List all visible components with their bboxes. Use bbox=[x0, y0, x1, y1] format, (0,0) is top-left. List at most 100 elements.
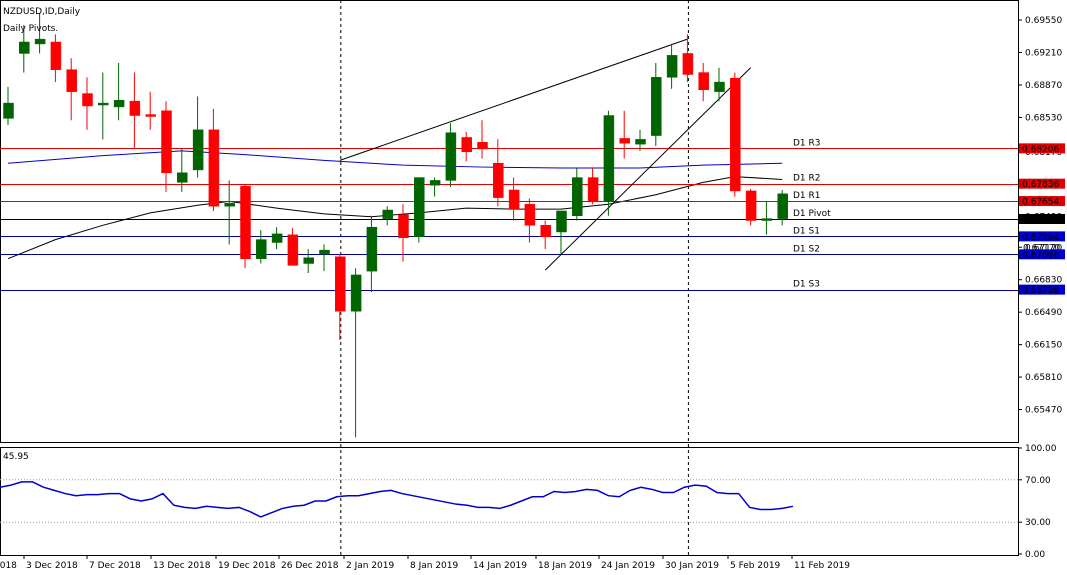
candle-body bbox=[635, 139, 646, 145]
candle-body bbox=[524, 204, 536, 226]
candle-body bbox=[224, 203, 235, 207]
candle-body bbox=[382, 209, 393, 219]
candle-body bbox=[240, 185, 251, 259]
price-tick-label: 0.66490 bbox=[1025, 308, 1062, 318]
pivot-label: D1 S1 bbox=[793, 226, 820, 236]
pivot-price-label: 0.67096 bbox=[1022, 251, 1059, 261]
x-tick-label: 2018 bbox=[0, 561, 17, 571]
candle-body bbox=[319, 249, 330, 255]
candle-body bbox=[161, 110, 172, 174]
trendline bbox=[544, 67, 751, 271]
pivot-label: D1 Pivot bbox=[793, 209, 831, 219]
x-tick-label: 8 Jan 2019 bbox=[410, 561, 458, 571]
candle-body bbox=[414, 177, 425, 238]
x-tick-label: 19 Dec 2018 bbox=[218, 561, 276, 571]
candle-body bbox=[50, 41, 62, 70]
x-tick-label: 11 Feb 2019 bbox=[794, 561, 850, 571]
candle-body bbox=[556, 210, 567, 233]
price-tick-label: 0.67170 bbox=[1025, 243, 1062, 253]
pivot-price-badge bbox=[1019, 284, 1065, 295]
x-tick-label: 13 Dec 2018 bbox=[153, 561, 211, 571]
candle-body bbox=[177, 172, 188, 183]
indicator-tick-label: 30.00 bbox=[1025, 518, 1051, 528]
main-panel bbox=[0, 0, 1019, 443]
indicator-tick-label: 100.00 bbox=[1025, 444, 1057, 454]
pivot-price-badge bbox=[1019, 249, 1065, 260]
candle-body bbox=[666, 55, 678, 78]
candle-body bbox=[429, 180, 441, 186]
candle-body bbox=[256, 239, 267, 259]
candle-body bbox=[19, 41, 30, 54]
pivot-price-badge bbox=[1019, 196, 1065, 207]
price-tick-label: 0.68530 bbox=[1025, 113, 1062, 123]
candle-body bbox=[540, 225, 551, 238]
candle-body bbox=[271, 233, 283, 243]
pivot-price-label: 0.68206 bbox=[1022, 145, 1059, 155]
candle-body bbox=[113, 99, 125, 108]
pivot-price-badge bbox=[1019, 231, 1065, 242]
price-tick-label: 0.69210 bbox=[1025, 49, 1062, 59]
candle-body bbox=[398, 214, 409, 238]
candle-body bbox=[303, 257, 314, 264]
candle-body bbox=[745, 190, 757, 221]
candle-body bbox=[587, 177, 599, 202]
price-tick-label: 0.68870 bbox=[1025, 81, 1062, 91]
indicator-panel bbox=[0, 447, 1019, 556]
x-tick-label: 2 Jan 2019 bbox=[346, 561, 394, 571]
candle-body bbox=[619, 138, 630, 144]
chart-subtitle: Daily Pivots. bbox=[3, 24, 58, 34]
candle-body bbox=[651, 77, 662, 136]
price-tick-label: 0.66150 bbox=[1025, 341, 1062, 351]
x-tick-label: 14 Jan 2019 bbox=[473, 561, 527, 571]
candle-body bbox=[730, 78, 741, 192]
x-tick-label: 26 Dec 2018 bbox=[281, 561, 339, 571]
pivot-label: D1 R2 bbox=[793, 174, 821, 184]
candle-body bbox=[208, 129, 220, 207]
price-tick-label: 0.69550 bbox=[1025, 16, 1062, 26]
pivot-label: D1 R3 bbox=[793, 138, 821, 148]
pivot-label: D1 S2 bbox=[793, 244, 820, 254]
candle-body bbox=[761, 218, 773, 221]
x-tick-label: 3 Dec 2018 bbox=[26, 561, 78, 571]
candle-body bbox=[603, 115, 615, 202]
candle-body bbox=[350, 274, 362, 312]
price-tick-label: 0.65810 bbox=[1025, 373, 1062, 383]
candle-body bbox=[192, 129, 204, 171]
x-tick-label: 18 Jan 2019 bbox=[538, 561, 592, 571]
pivot-price-label: 0.66726 bbox=[1022, 286, 1059, 296]
candle-body bbox=[461, 137, 472, 153]
moving-average-fast bbox=[7, 176, 783, 260]
price-tick-label: 0.65470 bbox=[1025, 406, 1062, 416]
candle-body bbox=[145, 114, 156, 117]
trendline bbox=[339, 38, 688, 161]
pivot-price-label: 0.67284 bbox=[1022, 233, 1059, 243]
indicator-label: 45.95 bbox=[3, 452, 29, 462]
pivot-price-badge bbox=[1019, 143, 1065, 154]
x-tick-label: 7 Dec 2018 bbox=[89, 561, 141, 571]
candle-body bbox=[682, 53, 694, 75]
chart-title: NZDUSD,ID,Daily bbox=[3, 7, 81, 17]
pivot-price-label: 0.67654 bbox=[1022, 198, 1059, 208]
candle-body bbox=[129, 100, 141, 116]
pivot-label: D1 S3 bbox=[793, 280, 820, 290]
pivot-label: D1 R1 bbox=[793, 191, 821, 201]
candle-body bbox=[493, 162, 504, 198]
x-tick-label: 30 Jan 2019 bbox=[665, 561, 719, 571]
candle-body bbox=[777, 193, 788, 219]
pivot-price-label: 0.67836 bbox=[1022, 180, 1059, 190]
candle-body bbox=[66, 69, 77, 92]
indicator-tick-label: 70.00 bbox=[1025, 476, 1051, 486]
candle-body bbox=[82, 93, 93, 107]
candle-body bbox=[366, 226, 378, 272]
pivot-price-badge bbox=[1019, 178, 1065, 189]
candle-body bbox=[34, 38, 46, 45]
candle-body bbox=[714, 81, 725, 92]
pivot-price-label: 0.67466 bbox=[1022, 215, 1059, 225]
candle-body bbox=[287, 234, 299, 266]
candle-body bbox=[508, 189, 520, 210]
indicator-line bbox=[0, 481, 794, 518]
x-tick-label: 24 Jan 2019 bbox=[601, 561, 655, 571]
price-tick-label: 0.66830 bbox=[1025, 276, 1062, 286]
candle-body bbox=[98, 102, 109, 106]
candle-body bbox=[445, 132, 457, 181]
